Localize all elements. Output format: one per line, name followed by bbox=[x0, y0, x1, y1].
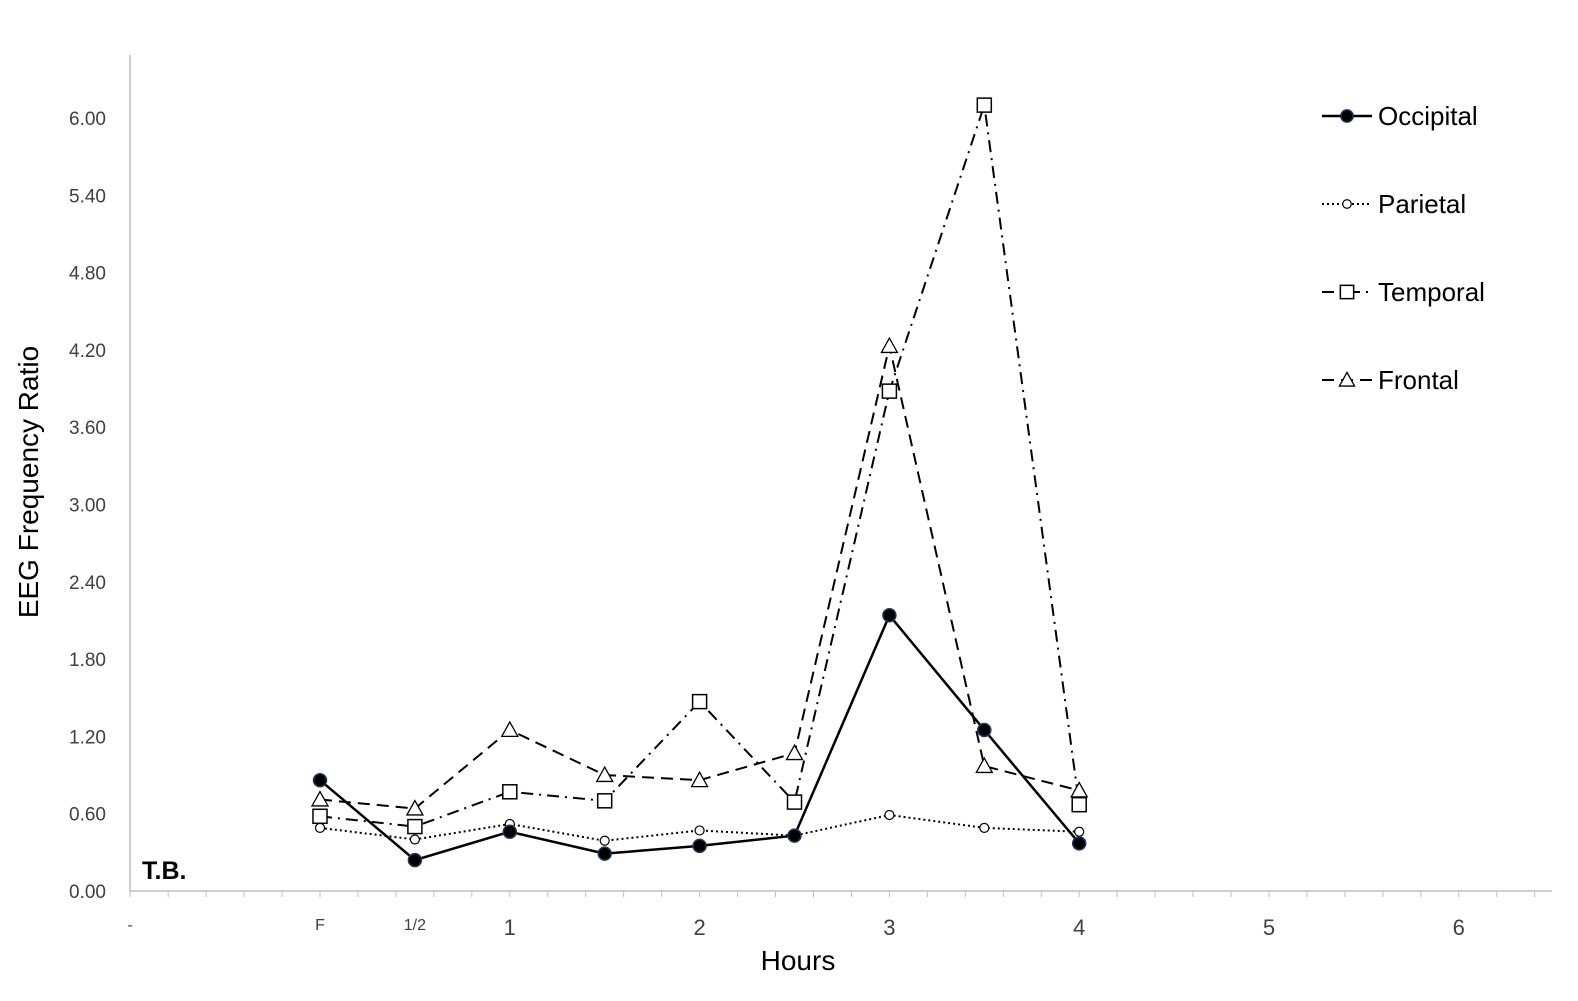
y-tick-label: 2.40 bbox=[69, 573, 106, 594]
y-axis-title: EEG Frequency Ratio bbox=[13, 346, 44, 618]
y-tick-label: 0.00 bbox=[69, 882, 106, 903]
point-occipital bbox=[597, 846, 612, 861]
y-tick-label: 3.60 bbox=[69, 418, 106, 439]
legend-label-occipital: Occipital bbox=[1378, 101, 1478, 131]
point-frontal bbox=[405, 799, 425, 816]
x-tick-label: 6 bbox=[1453, 915, 1465, 940]
legend-marker-frontal bbox=[1338, 371, 1356, 387]
point-occipital bbox=[787, 828, 802, 843]
y-tick-label: 0.60 bbox=[69, 805, 106, 826]
legend-label-temporal: Temporal bbox=[1378, 277, 1485, 307]
point-occipital bbox=[692, 838, 707, 854]
x-tick-label: 1 bbox=[504, 915, 516, 940]
x-tick-label: 5 bbox=[1263, 915, 1275, 940]
point-frontal bbox=[595, 765, 614, 783]
legend-label-parietal: Parietal bbox=[1378, 189, 1466, 219]
y-tick-label: 5.40 bbox=[69, 186, 106, 207]
point-occipital bbox=[882, 608, 897, 623]
series-markers bbox=[310, 97, 1089, 868]
chart-annotation: T.B. bbox=[142, 857, 186, 885]
point-occipital bbox=[312, 772, 328, 788]
x-tick-label: 2 bbox=[693, 915, 705, 940]
point-parietal bbox=[314, 822, 326, 833]
point-frontal bbox=[690, 770, 709, 788]
axes: 0.00 0.60 1.20 1.80 2.40 3.00 3.60 4.20 4.80 5.40… bbox=[69, 55, 1552, 940]
point-frontal bbox=[500, 720, 519, 738]
point-temporal bbox=[1071, 796, 1087, 813]
point-temporal bbox=[312, 808, 328, 825]
point-temporal bbox=[786, 794, 803, 810]
legend-marker-temporal bbox=[1339, 284, 1355, 300]
point-temporal bbox=[881, 383, 898, 399]
point-parietal bbox=[1074, 826, 1085, 837]
x-tick-label: F bbox=[315, 917, 325, 934]
y-tick-label: 3.00 bbox=[69, 496, 106, 517]
point-parietal bbox=[979, 822, 990, 833]
point-frontal bbox=[880, 336, 899, 354]
point-parietal bbox=[884, 809, 895, 821]
legend: Occipital Parietal Temporal Frontal bbox=[1322, 101, 1485, 395]
y-tick-label: 4.80 bbox=[69, 264, 106, 285]
point-occipital bbox=[1071, 836, 1087, 851]
point-temporal bbox=[976, 97, 993, 113]
point-occipital bbox=[977, 722, 992, 738]
legend-marker-occipital bbox=[1340, 109, 1354, 123]
point-temporal bbox=[502, 784, 518, 800]
y-tick-label: 1.80 bbox=[69, 650, 106, 671]
point-parietal bbox=[694, 825, 705, 836]
point-occipital bbox=[407, 852, 423, 868]
point-temporal bbox=[407, 818, 423, 835]
series-line-occipital bbox=[319, 612, 1081, 862]
series-line-temporal bbox=[319, 104, 1081, 828]
point-frontal bbox=[310, 790, 330, 807]
legend-marker-parietal bbox=[1342, 199, 1352, 209]
legend-label-frontal: Frontal bbox=[1378, 365, 1459, 395]
x-tick-label: - bbox=[128, 917, 133, 934]
point-temporal bbox=[596, 793, 613, 809]
point-frontal bbox=[975, 756, 994, 774]
point-frontal bbox=[1070, 781, 1089, 798]
point-parietal bbox=[409, 834, 420, 845]
series-line-frontal bbox=[319, 345, 1080, 810]
y-tick-label: 4.20 bbox=[69, 341, 106, 362]
point-parietal bbox=[599, 835, 610, 846]
x-tick-label: 4 bbox=[1073, 915, 1085, 940]
point-occipital bbox=[502, 824, 518, 839]
x-tick-label: 1/2 bbox=[404, 917, 426, 934]
point-temporal bbox=[691, 693, 708, 710]
point-frontal bbox=[785, 743, 804, 761]
series-lines bbox=[319, 104, 1081, 862]
y-tick-label: 6.00 bbox=[69, 109, 106, 130]
x-tick-label: 3 bbox=[883, 915, 895, 940]
x-axis-title: Hours bbox=[761, 945, 836, 976]
y-tick-label: 1.20 bbox=[69, 727, 106, 748]
